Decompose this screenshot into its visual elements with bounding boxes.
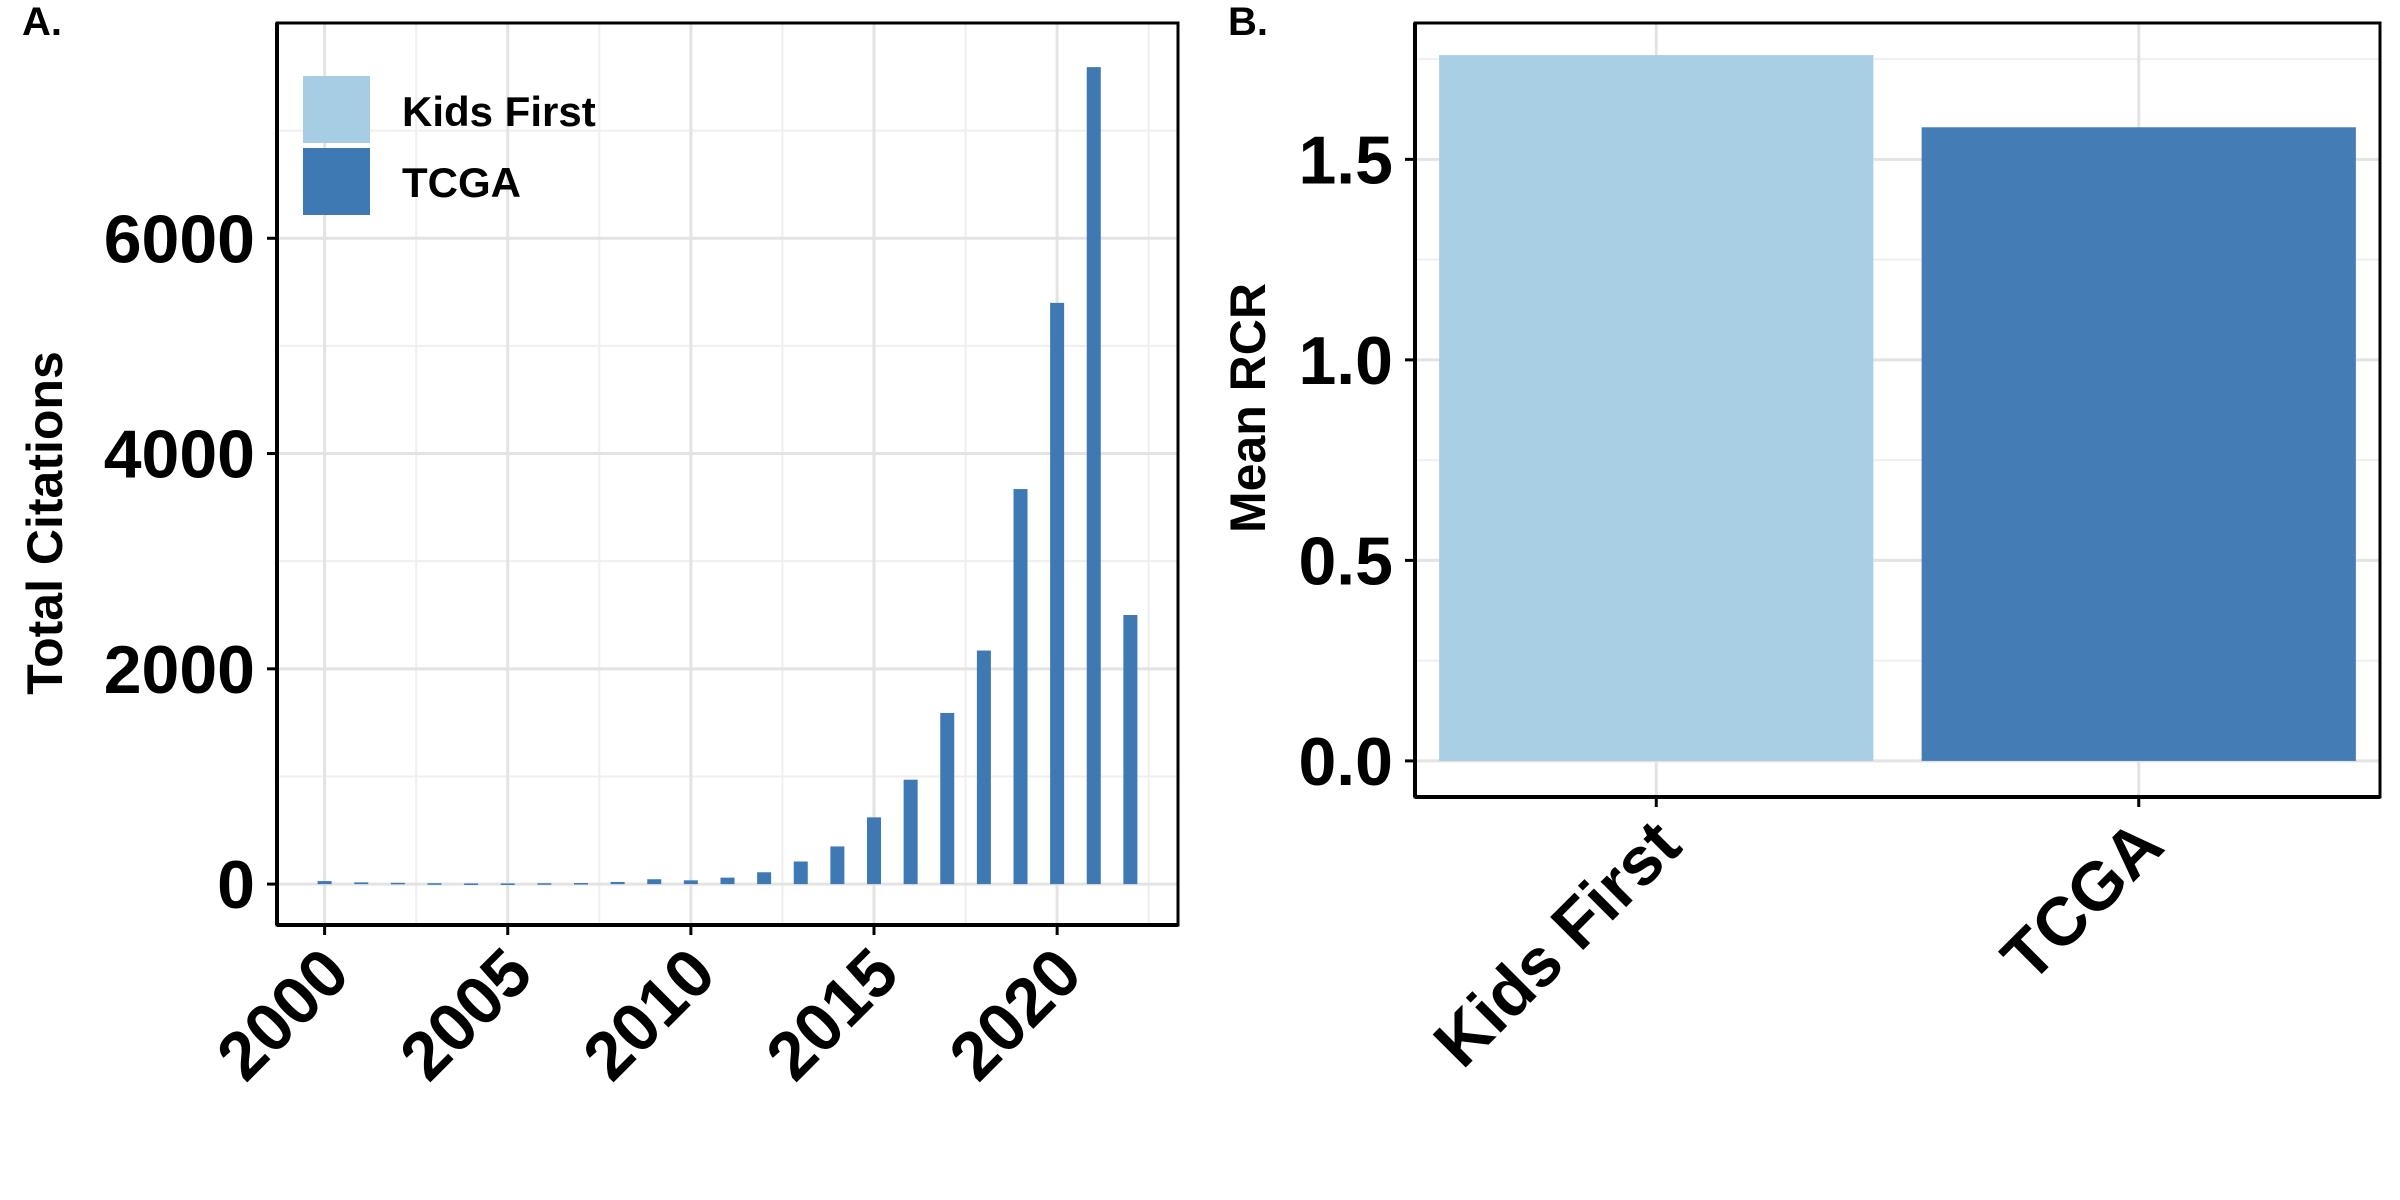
- bar-tcga-2013: [793, 861, 808, 885]
- chart-a-y-axis-title: Total Citations: [17, 351, 73, 695]
- legend-label-tcga: TCGA: [402, 159, 521, 206]
- bar-tcga-2001: [354, 882, 369, 885]
- bar-tcga-2003: [427, 883, 442, 885]
- chart-b: 0.0 0.5 1.0 1.5 Kids First TCGA Mean RCR: [1220, 21, 2382, 1081]
- panel-b-label: B.: [1228, 0, 1268, 44]
- y-tick-label: 6000: [104, 201, 255, 277]
- panel-a-label: A.: [22, 0, 62, 44]
- x-tick-label: 2000: [203, 934, 364, 1095]
- bar-tcga-2004: [464, 883, 479, 885]
- bar-tcga-2021: [1086, 67, 1101, 885]
- chart-a-x-tick-labels: 2000 2005 2010 2015 2020: [203, 934, 1096, 1095]
- bar-tcga-2017: [940, 712, 955, 885]
- bar-tcga-2002: [390, 882, 405, 885]
- y-tick-label: 2000: [104, 632, 255, 708]
- y-tick-label: 1.5: [1298, 122, 1393, 198]
- chart-a-bars: [317, 67, 1138, 885]
- y-tick-label: 0: [217, 847, 255, 923]
- y-tick-label: 0.5: [1298, 523, 1393, 599]
- bar-tcga-2016: [903, 779, 918, 885]
- bar-tcga-2018: [976, 650, 991, 885]
- x-tick-label: 2010: [569, 934, 730, 1095]
- chart-a-y-tick-labels: 0 2000 4000 6000: [104, 201, 255, 923]
- y-tick-label: 0.0: [1298, 724, 1393, 800]
- bar-tcga: [1921, 127, 2356, 761]
- bar-tcga-2014: [830, 846, 845, 885]
- x-tick-label: TCGA: [1987, 806, 2177, 996]
- bar-tcga-2010: [683, 880, 698, 885]
- chart-b-y-tick-labels: 0.0 0.5 1.0 1.5: [1298, 122, 1393, 800]
- legend-label-kids-first: Kids First: [402, 88, 596, 135]
- bar-tcga-2015: [867, 817, 882, 885]
- bar-tcga-2006: [537, 883, 552, 885]
- chart-b-bars: [1439, 55, 2356, 761]
- chart-b-axes: [1405, 21, 2382, 807]
- y-tick-label: 4000: [104, 417, 255, 493]
- bar-kids-first: [1439, 55, 1874, 761]
- bar-tcga-2009: [647, 879, 662, 885]
- x-tick-label: Kids First: [1419, 806, 1694, 1081]
- bar-tcga-2020: [1050, 302, 1065, 885]
- chart-b-y-axis-title: Mean RCR: [1220, 283, 1276, 533]
- chart-b-x-tick-labels: Kids First TCGA: [1419, 806, 2177, 1081]
- legend-key-kids-first: [303, 76, 370, 143]
- chart-a-axes: [267, 21, 1180, 935]
- bar-tcga-2008: [610, 881, 625, 885]
- bar-tcga-2019: [1013, 489, 1028, 885]
- legend-key-tcga: [303, 148, 370, 215]
- x-tick-label: 2005: [386, 934, 547, 1095]
- bar-tcga-2022: [1123, 615, 1138, 885]
- bar-tcga-2005: [500, 883, 515, 885]
- bar-tcga-2012: [757, 872, 772, 885]
- bar-tcga-2000: [317, 881, 332, 885]
- x-tick-label: 2015: [752, 934, 913, 1095]
- chart-a-legend: Kids First TCGA: [303, 76, 596, 215]
- plot-background: [277, 23, 1178, 925]
- bar-tcga-2011: [720, 877, 735, 885]
- bar-tcga-2007: [573, 883, 588, 885]
- y-tick-label: 1.0: [1298, 323, 1393, 399]
- x-tick-label: 2020: [935, 934, 1096, 1095]
